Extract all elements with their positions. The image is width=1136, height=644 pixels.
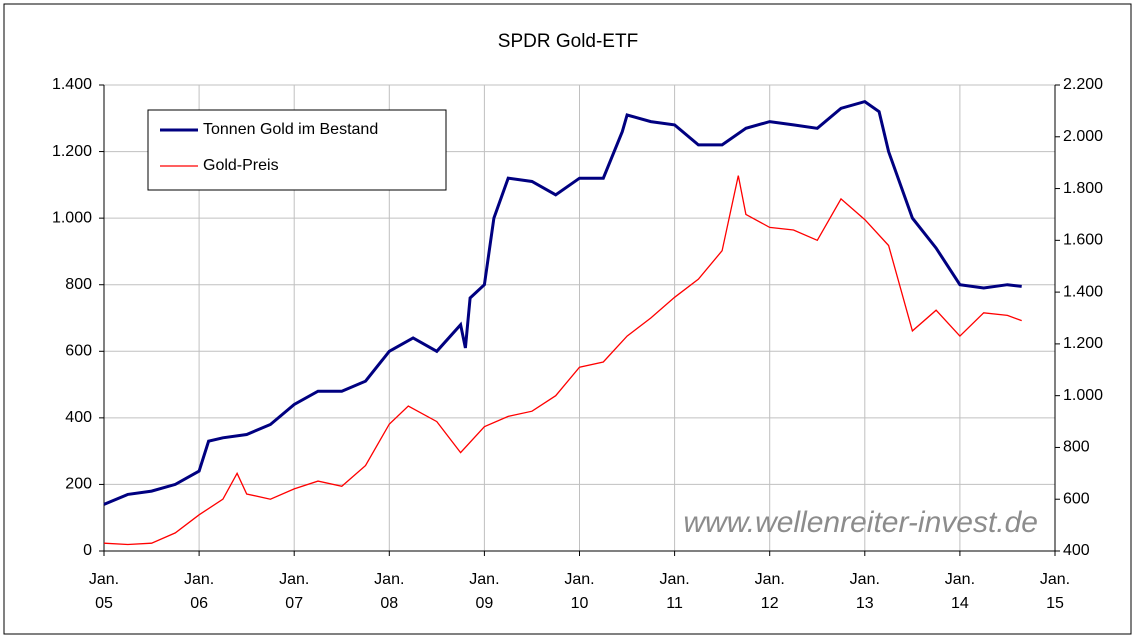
y2-tick-label: 800 <box>1063 439 1090 456</box>
y-tick-label: 1.000 <box>52 209 92 226</box>
x-tick-label: 11 <box>666 595 683 612</box>
y-tick-label: 400 <box>65 409 92 426</box>
legend-label: Tonnen Gold im Bestand <box>203 121 378 138</box>
y-tick-label: 1.200 <box>52 143 92 160</box>
x-tick-label: Jan. <box>279 571 309 588</box>
x-tick-label: 13 <box>856 595 874 612</box>
x-tick-label: Jan. <box>564 571 594 588</box>
y2-tick-label: 1.800 <box>1063 180 1103 197</box>
x-tick-label: 07 <box>285 595 303 612</box>
x-tick-label: Jan. <box>184 571 214 588</box>
y2-tick-label: 400 <box>1063 542 1090 559</box>
y2-tick-label: 2.000 <box>1063 128 1103 145</box>
watermark: www.wellenreiter-invest.de <box>683 506 1038 539</box>
y2-tick-label: 1.200 <box>1063 335 1103 352</box>
x-tick-label: Jan. <box>469 571 499 588</box>
y-tick-label: 200 <box>65 476 92 493</box>
x-tick-label: Jan. <box>374 571 404 588</box>
x-tick-label: 14 <box>951 595 969 612</box>
legend <box>147 109 447 191</box>
y-tick-label: 600 <box>65 343 92 360</box>
series-line <box>103 99 1022 506</box>
chart-title: SPDR Gold-ETF <box>498 31 638 52</box>
x-tick-label: 05 <box>95 595 113 612</box>
y2-tick-label: 1.400 <box>1063 283 1103 300</box>
x-tick-label: Jan. <box>755 571 785 588</box>
y2-tick-label: 2.200 <box>1063 76 1103 93</box>
x-tick-label: Jan. <box>1040 571 1070 588</box>
y2-tick-label: 1.600 <box>1063 232 1103 249</box>
x-tick-label: 08 <box>380 595 398 612</box>
x-tick-label: Jan. <box>89 571 119 588</box>
x-tick-label: Jan. <box>850 571 880 588</box>
y-tick-label: 800 <box>65 276 92 293</box>
y-tick-label: 0 <box>83 542 92 559</box>
x-tick-label: 06 <box>190 595 208 612</box>
y-tick-label: 1.400 <box>52 76 92 93</box>
x-tick-label: 10 <box>571 595 589 612</box>
x-tick-label: 09 <box>476 595 494 612</box>
x-tick-label: 15 <box>1046 595 1064 612</box>
series-line <box>103 175 1022 546</box>
y2-tick-label: 600 <box>1063 490 1090 507</box>
x-tick-label: 12 <box>761 595 779 612</box>
y2-tick-label: 1.000 <box>1063 387 1103 404</box>
x-tick-label: Jan. <box>945 571 975 588</box>
legend-label: Gold-Preis <box>203 157 279 174</box>
x-tick-label: Jan. <box>659 571 689 588</box>
